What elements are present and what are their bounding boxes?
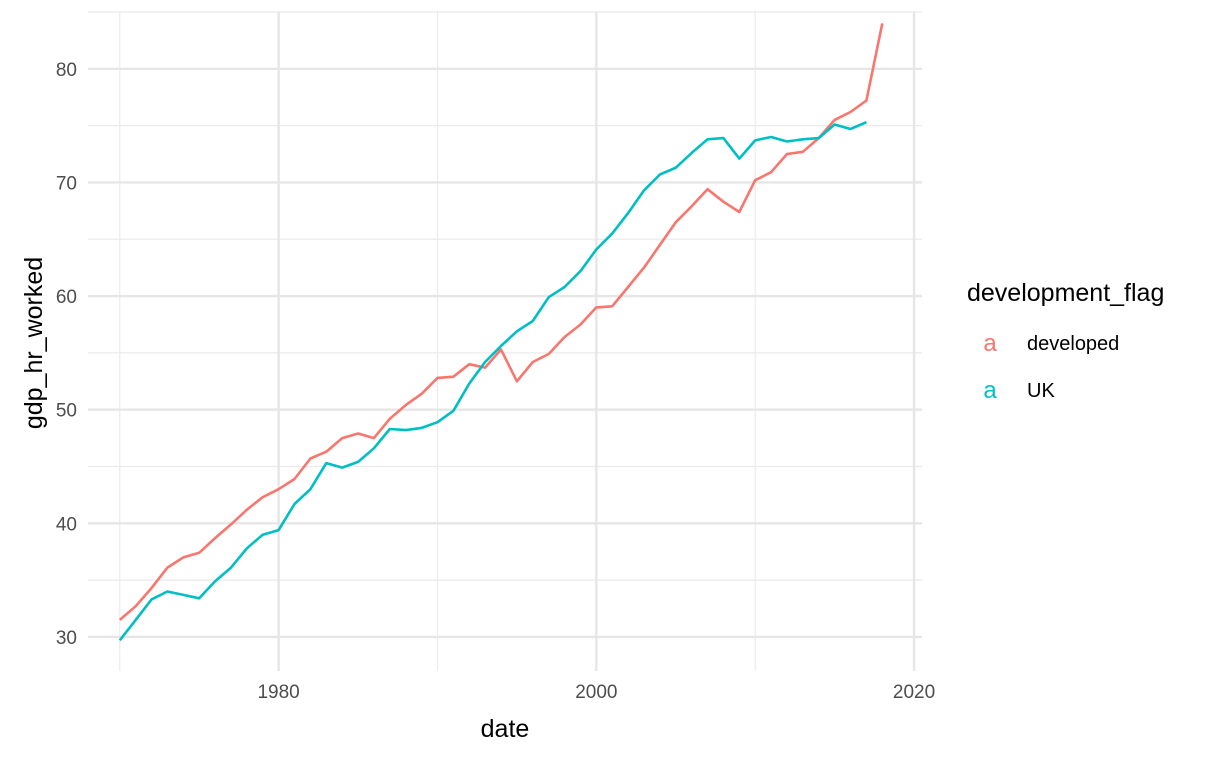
x-axis-title: date <box>481 715 530 743</box>
y-tick-label: 50 <box>56 401 77 422</box>
major-gridlines <box>88 12 922 671</box>
legend-label-developed: developed <box>1027 333 1119 355</box>
legend-items: a developed a UK <box>983 330 1119 404</box>
x-tick-label: 1980 <box>257 682 299 703</box>
series-line-uk <box>118 121 867 642</box>
y-tick-label: 60 <box>56 287 77 308</box>
legend: development_flag a developed a UK <box>967 279 1164 404</box>
legend-key-uk: a <box>983 377 997 404</box>
legend-label-uk: UK <box>1027 380 1055 402</box>
series-lines <box>118 23 884 642</box>
x-tick-label: 2000 <box>575 682 617 703</box>
x-axis-tick-labels: 1980 2000 2020 <box>257 682 935 703</box>
minor-gridlines <box>88 11 922 671</box>
series-line-developed <box>118 23 884 621</box>
legend-title: development_flag <box>967 279 1164 307</box>
x-tick-label: 2020 <box>893 682 935 703</box>
legend-key-developed: a <box>983 330 997 357</box>
y-tick-label: 40 <box>56 514 77 535</box>
y-tick-label: 70 <box>56 173 77 194</box>
y-tick-label: 30 <box>56 628 77 649</box>
y-axis-title: gdp_hr_worked <box>20 257 48 429</box>
y-axis-tick-labels: 30 40 50 60 70 80 <box>56 60 77 649</box>
y-tick-label: 80 <box>56 60 77 81</box>
